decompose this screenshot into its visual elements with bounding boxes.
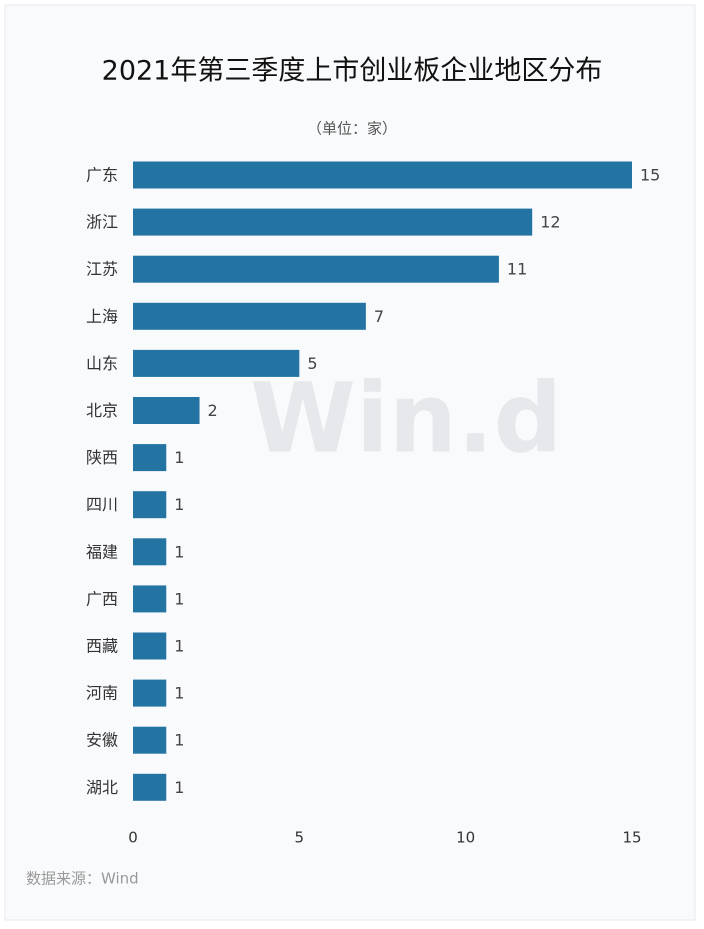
value-label: 1 <box>174 684 184 703</box>
value-label: 5 <box>307 354 317 373</box>
y-tick-label: 江苏 <box>86 260 118 279</box>
bar <box>133 444 167 472</box>
y-tick-label: 四川 <box>86 495 118 514</box>
y-tick-label: 安徽 <box>86 731 118 750</box>
card <box>4 4 696 921</box>
bar <box>133 726 167 754</box>
y-tick-label: 北京 <box>86 401 118 420</box>
y-tick-label: 西藏 <box>86 637 118 656</box>
bar <box>133 491 167 519</box>
watermark: Win.d <box>250 362 562 474</box>
bar <box>133 632 167 660</box>
bar <box>133 397 200 424</box>
value-label: 2 <box>208 401 218 420</box>
bar <box>133 302 366 330</box>
y-tick-label: 浙江 <box>86 213 118 232</box>
chart-subtitle: （单位：家） <box>307 120 397 138</box>
value-label: 1 <box>174 589 184 608</box>
bar <box>133 255 499 283</box>
bar <box>133 208 533 236</box>
bar <box>133 161 632 189</box>
bar <box>133 679 167 707</box>
y-tick-label: 陕西 <box>86 448 118 467</box>
value-label: 1 <box>174 778 184 797</box>
x-tick-label: 0 <box>128 829 138 847</box>
bar <box>133 585 167 613</box>
value-label: 12 <box>540 213 560 232</box>
x-tick-label: 5 <box>295 829 305 847</box>
value-label: 1 <box>174 542 184 561</box>
y-tick-label: 福建 <box>86 542 118 561</box>
bar <box>133 773 167 801</box>
x-tick-label: 10 <box>456 829 475 847</box>
y-tick-label: 广西 <box>86 589 118 608</box>
y-tick-label: 广东 <box>86 166 118 185</box>
value-label: 11 <box>507 260 527 279</box>
y-tick-label: 山东 <box>86 354 118 373</box>
chart-title: 2021年第三季度上市创业板企业地区分布 <box>102 56 603 87</box>
source: 数据来源：Wind <box>26 870 139 888</box>
bar <box>133 349 300 377</box>
value-label: 1 <box>174 448 184 467</box>
y-tick-label: 上海 <box>86 307 118 326</box>
y-tick-label: 湖北 <box>86 778 118 797</box>
x-tick-label: 15 <box>622 829 641 847</box>
value-label: 1 <box>174 731 184 750</box>
value-label: 1 <box>174 637 184 656</box>
value-label: 1 <box>174 495 184 514</box>
value-label: 15 <box>640 166 660 185</box>
bar <box>133 538 167 566</box>
value-label: 7 <box>374 307 384 326</box>
y-tick-label: 河南 <box>86 684 118 703</box>
